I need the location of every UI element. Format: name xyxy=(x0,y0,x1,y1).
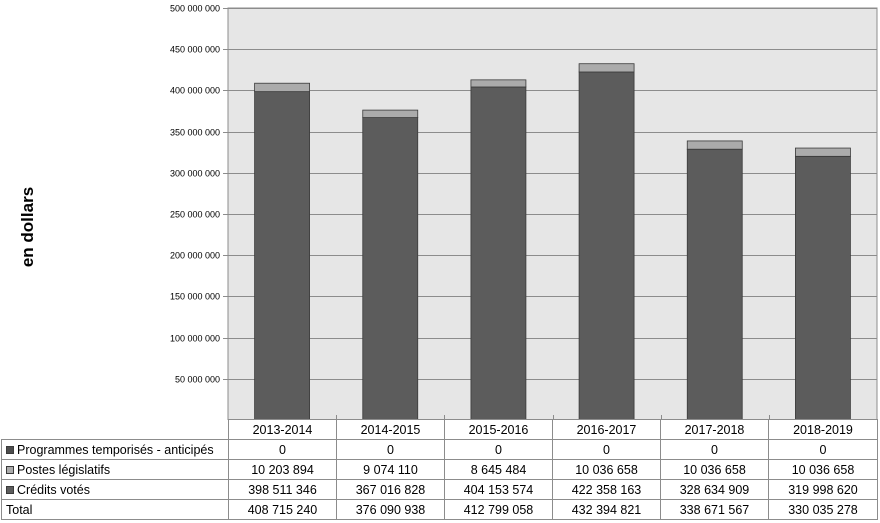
table-cell: 10 036 658 xyxy=(660,459,769,480)
y-tick-label: 150 000 000 xyxy=(170,292,220,302)
y-tick-label: 500 000 000 xyxy=(170,4,220,14)
y-tick-label: 200 000 000 xyxy=(170,251,220,261)
bar-segment xyxy=(686,148,743,420)
legend-key-programmes xyxy=(6,445,14,454)
table-cell: 9 074 110 xyxy=(336,459,445,480)
table-cell: 328 634 909 xyxy=(660,479,769,500)
bar-segment xyxy=(470,86,527,420)
bar-segment xyxy=(578,71,635,420)
category-label: 2013-2014 xyxy=(228,419,337,440)
bar-segment xyxy=(795,155,851,420)
table-cell: 408 715 240 xyxy=(228,499,337,520)
table-cell: 0 xyxy=(660,439,769,460)
table-row-credits: Crédits votés 398 511 346 367 016 828 40… xyxy=(1,479,878,500)
category-label: 2018-2019 xyxy=(768,419,878,440)
table-row-total: Total 408 715 240 376 090 938 412 799 05… xyxy=(1,499,878,520)
data-table: 2013-2014 2014-2015 2015-2016 2016-2017 … xyxy=(1,419,878,520)
legend-entry-programmes: Programmes temporisés - anticipés xyxy=(1,439,229,460)
legend-entry-postes: Postes législatifs xyxy=(1,459,229,480)
table-corner xyxy=(1,419,229,440)
bar-segment xyxy=(254,82,310,93)
y-tick-label: 400 000 000 xyxy=(170,86,220,96)
y-tick-label: 100 000 000 xyxy=(170,334,220,344)
bar-segment xyxy=(795,147,851,157)
table-cell: 10 036 658 xyxy=(552,459,661,480)
table-header-row: 2013-2014 2014-2015 2015-2016 2016-2017 … xyxy=(1,419,878,440)
table-cell: 404 153 574 xyxy=(444,479,553,500)
category-label: 2017-2018 xyxy=(660,419,769,440)
table-cell: 432 394 821 xyxy=(552,499,661,520)
legend-key-credits xyxy=(6,485,14,494)
table-cell: 0 xyxy=(444,439,553,460)
table-cell: 10 036 658 xyxy=(768,459,878,480)
y-tick-label: 50 000 000 xyxy=(175,375,220,385)
table-cell: 412 799 058 xyxy=(444,499,553,520)
legend-entry-credits: Crédits votés xyxy=(1,479,229,500)
table-cell: 422 358 163 xyxy=(552,479,661,500)
bar-segment xyxy=(362,117,419,420)
y-tick-label: 300 000 000 xyxy=(170,169,220,179)
bar-segment xyxy=(254,91,310,420)
table-cell: 8 645 484 xyxy=(444,459,553,480)
bar-segment xyxy=(686,140,743,150)
table-cell: 319 998 620 xyxy=(768,479,878,500)
table-cell: 0 xyxy=(228,439,337,460)
table-cell: 376 090 938 xyxy=(336,499,445,520)
table-cell: 0 xyxy=(336,439,445,460)
y-tick-label: 450 000 000 xyxy=(170,45,220,55)
table-row-postes: Postes législatifs 10 203 894 9 074 110 … xyxy=(1,459,878,480)
y-tick-label: 350 000 000 xyxy=(170,128,220,138)
y-tick-label: 250 000 000 xyxy=(170,210,220,220)
table-cell: 330 035 278 xyxy=(768,499,878,520)
y-axis-title-text: en dollars xyxy=(18,186,37,268)
stacked-bar-chart: 50 000 000 100 000 000 150 000 000 200 000 … xyxy=(170,4,878,420)
category-label: 2016-2017 xyxy=(552,419,661,440)
bar-segment xyxy=(362,109,419,118)
category-label: 2015-2016 xyxy=(444,419,553,440)
table-cell: 338 671 567 xyxy=(660,499,769,520)
legend-label: Programmes temporisés - anticipés xyxy=(17,442,214,457)
bar-segment xyxy=(470,79,527,88)
table-cell: 398 511 346 xyxy=(228,479,337,500)
legend-label: Crédits votés xyxy=(17,482,90,497)
table-cell: 0 xyxy=(768,439,878,460)
y-axis-title: en dollars xyxy=(15,117,41,337)
category-label: 2014-2015 xyxy=(336,419,445,440)
table-cell: 367 016 828 xyxy=(336,479,445,500)
legend-key-postes xyxy=(6,465,14,474)
total-label: Total xyxy=(1,499,229,520)
table-cell: 10 203 894 xyxy=(228,459,337,480)
legend-label: Postes législatifs xyxy=(17,462,111,477)
bar-segment xyxy=(578,63,635,73)
table-row-programmes: Programmes temporisés - anticipés 0 0 0 … xyxy=(1,439,878,460)
table-cell: 0 xyxy=(552,439,661,460)
